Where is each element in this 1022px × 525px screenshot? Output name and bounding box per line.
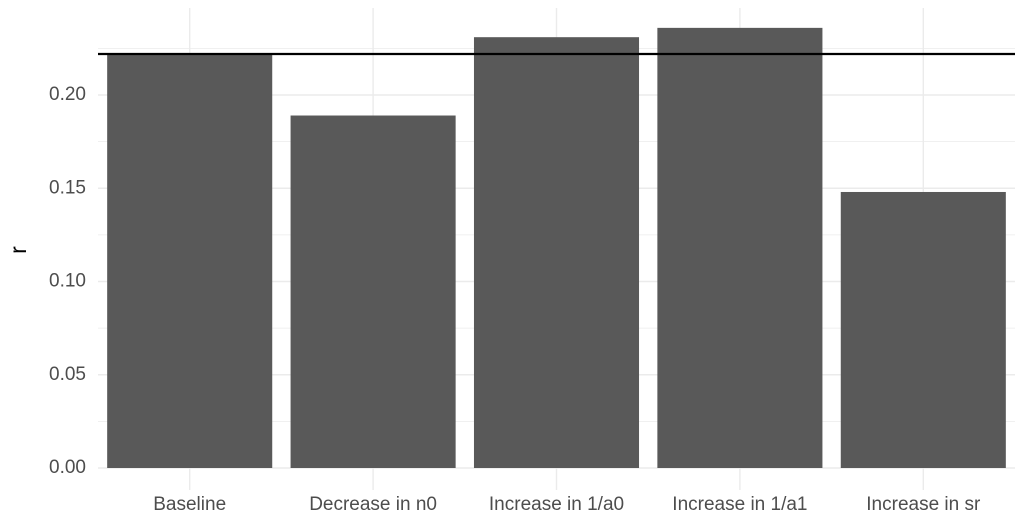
bar-baseline [107, 53, 273, 468]
y-tick-label: 0.00 [49, 457, 86, 478]
bar-decrease-in-n0 [290, 115, 456, 468]
y-axis-title: r [5, 246, 31, 254]
x-axis-ticks: Baseline Decrease in n0 Increase in 1/a0 In… [153, 494, 981, 515]
bar-increase-in-1-a1 [657, 27, 823, 469]
x-tick-label: Baseline [153, 494, 226, 515]
x-tick-label: Increase in 1/a1 [672, 494, 807, 515]
y-axis-ticks: 0.00 0.05 0.10 0.15 0.20 [49, 84, 86, 478]
y-tick-label: 0.10 [49, 271, 86, 292]
y-tick-label: 0.15 [49, 177, 86, 198]
x-tick-label: Increase in 1/a0 [489, 494, 624, 515]
bar-increase-in-sr [840, 191, 1006, 469]
y-tick-label: 0.20 [49, 84, 86, 105]
y-tick-label: 0.05 [49, 364, 86, 385]
bars [107, 27, 1006, 469]
x-tick-label: Increase in sr [866, 494, 981, 515]
x-tick-label: Decrease in n0 [309, 494, 437, 515]
bar-increase-in-1-a0 [473, 37, 640, 469]
